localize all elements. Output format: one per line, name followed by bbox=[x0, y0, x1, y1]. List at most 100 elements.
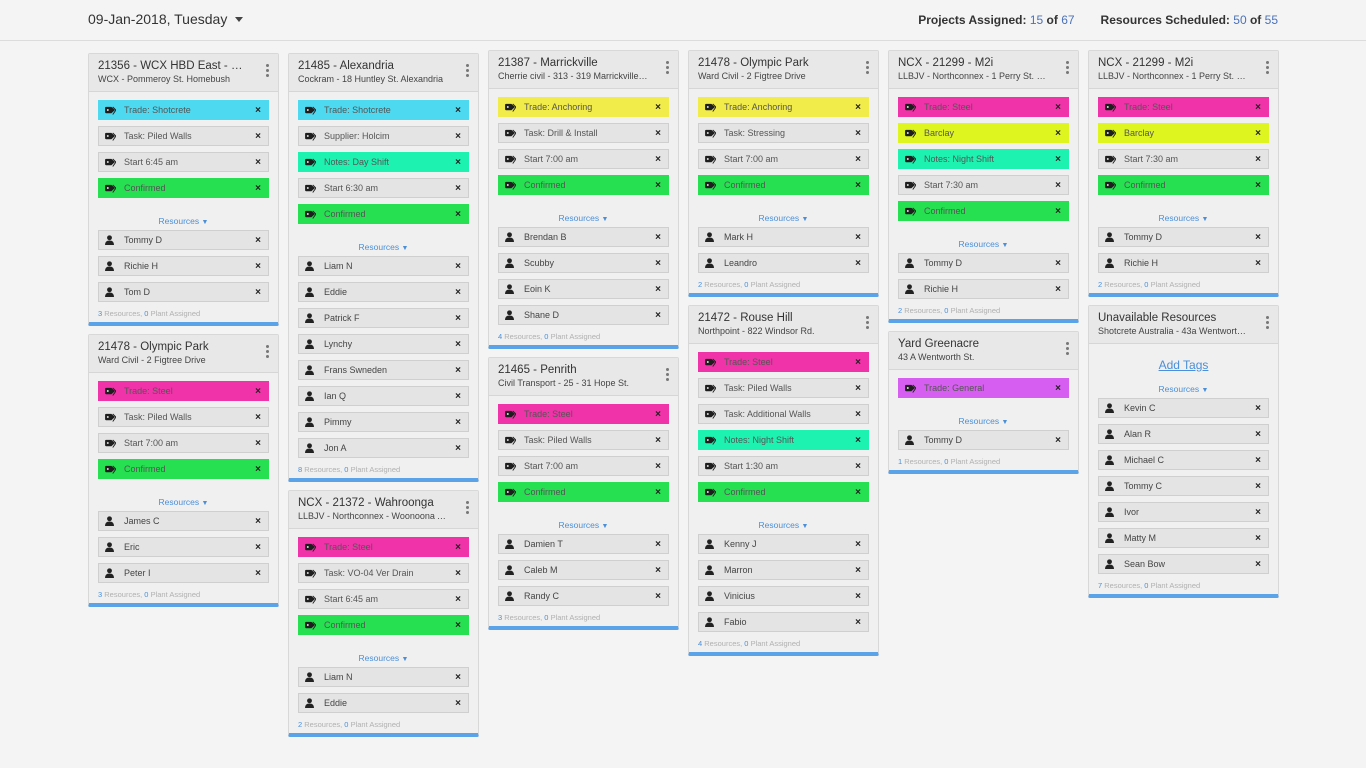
resource-item[interactable]: Tom D × bbox=[98, 282, 269, 302]
resources-toggle[interactable]: Resources ▼ bbox=[689, 514, 878, 534]
remove-resource-icon[interactable]: × bbox=[255, 567, 261, 579]
remove-resource-icon[interactable]: × bbox=[1255, 558, 1261, 570]
resource-item[interactable]: Randy C × bbox=[498, 586, 669, 606]
remove-resource-icon[interactable]: × bbox=[1055, 257, 1061, 269]
resource-item[interactable]: Kenny J × bbox=[698, 534, 869, 554]
resource-item[interactable]: Sean Bow × bbox=[1098, 554, 1269, 574]
add-tags-link[interactable]: Add Tags bbox=[1158, 358, 1209, 372]
resource-item[interactable]: Tommy C × bbox=[1098, 476, 1269, 496]
remove-tag-icon[interactable]: × bbox=[855, 179, 861, 191]
remove-tag-icon[interactable]: × bbox=[455, 541, 461, 553]
resource-item[interactable]: Leandro × bbox=[698, 253, 869, 273]
remove-resource-icon[interactable]: × bbox=[855, 257, 861, 269]
project-card[interactable]: 21485 - Alexandria Cockram - 18 Huntley S… bbox=[288, 53, 479, 482]
remove-tag-icon[interactable]: × bbox=[255, 130, 261, 142]
more-options-icon[interactable] bbox=[466, 501, 470, 515]
remove-tag-icon[interactable]: × bbox=[655, 460, 661, 472]
tag-chip[interactable]: Trade: General × bbox=[898, 378, 1069, 398]
resources-toggle[interactable]: Resources ▼ bbox=[689, 207, 878, 227]
tag-chip[interactable]: Task: Piled Walls × bbox=[698, 378, 869, 398]
remove-resource-icon[interactable]: × bbox=[455, 416, 461, 428]
project-card[interactable]: NCX - 21299 - M2i LLBJV - Northconnex - 1… bbox=[1088, 50, 1279, 297]
remove-tag-icon[interactable]: × bbox=[655, 486, 661, 498]
tag-chip[interactable]: Confirmed × bbox=[898, 201, 1069, 221]
tag-chip[interactable]: Start 1:30 am × bbox=[698, 456, 869, 476]
tag-chip[interactable]: Notes: Night Shift × bbox=[698, 430, 869, 450]
tag-chip[interactable]: Task: Drill & Install × bbox=[498, 123, 669, 143]
remove-resource-icon[interactable]: × bbox=[1255, 454, 1261, 466]
remove-tag-icon[interactable]: × bbox=[655, 127, 661, 139]
tag-chip[interactable]: Task: Additional Walls × bbox=[698, 404, 869, 424]
project-card[interactable]: 21356 - WCX HBD East - 127d WCX - Pommero… bbox=[88, 53, 279, 326]
remove-tag-icon[interactable]: × bbox=[455, 182, 461, 194]
tag-chip[interactable]: Task: VO-04 Ver Drain × bbox=[298, 563, 469, 583]
date-selector[interactable]: 09-Jan-2018, Tuesday bbox=[88, 11, 244, 27]
remove-resource-icon[interactable]: × bbox=[1255, 532, 1261, 544]
project-card[interactable]: 21465 - Penrith Civil Transport - 25 - 31… bbox=[488, 357, 679, 630]
resource-item[interactable]: Ivor × bbox=[1098, 502, 1269, 522]
remove-tag-icon[interactable]: × bbox=[655, 179, 661, 191]
resource-item[interactable]: Eoin K × bbox=[498, 279, 669, 299]
tag-chip[interactable]: Confirmed × bbox=[498, 175, 669, 195]
remove-resource-icon[interactable]: × bbox=[455, 260, 461, 272]
resources-toggle[interactable]: Resources ▼ bbox=[289, 647, 478, 667]
tag-chip[interactable]: Confirmed × bbox=[298, 615, 469, 635]
more-options-icon[interactable] bbox=[866, 61, 870, 75]
tag-chip[interactable]: Notes: Night Shift × bbox=[898, 149, 1069, 169]
tag-chip[interactable]: Trade: Steel × bbox=[1098, 97, 1269, 117]
project-card[interactable]: Yard Greenacre 43 A Wentworth St. Trade: G… bbox=[888, 331, 1079, 474]
tag-chip[interactable]: Trade: Anchoring × bbox=[498, 97, 669, 117]
more-options-icon[interactable] bbox=[1266, 316, 1270, 330]
resource-item[interactable]: Fabio × bbox=[698, 612, 869, 632]
more-options-icon[interactable] bbox=[266, 345, 270, 359]
remove-tag-icon[interactable]: × bbox=[1055, 179, 1061, 191]
tag-chip[interactable]: Trade: Steel × bbox=[698, 352, 869, 372]
more-options-icon[interactable] bbox=[666, 61, 670, 75]
resource-item[interactable]: Kevin C × bbox=[1098, 398, 1269, 418]
remove-tag-icon[interactable]: × bbox=[455, 130, 461, 142]
tag-chip[interactable]: Start 6:45 am × bbox=[298, 589, 469, 609]
tag-chip[interactable]: Trade: Steel × bbox=[298, 537, 469, 557]
tag-chip[interactable]: Start 7:30 am × bbox=[898, 175, 1069, 195]
tag-chip[interactable]: Start 7:00 am × bbox=[498, 456, 669, 476]
resource-item[interactable]: Eddie × bbox=[298, 282, 469, 302]
more-options-icon[interactable] bbox=[466, 64, 470, 78]
resource-item[interactable]: Mark H × bbox=[698, 227, 869, 247]
resources-toggle[interactable]: Resources ▼ bbox=[89, 491, 278, 511]
resources-toggle[interactable]: Resources ▼ bbox=[489, 207, 678, 227]
resource-item[interactable]: Michael C × bbox=[1098, 450, 1269, 470]
project-card[interactable]: 21472 - Rouse Hill Northpoint - 822 Winds… bbox=[688, 305, 879, 656]
tag-chip[interactable]: Trade: Shotcrete × bbox=[98, 100, 269, 120]
remove-resource-icon[interactable]: × bbox=[255, 515, 261, 527]
remove-resource-icon[interactable]: × bbox=[855, 564, 861, 576]
remove-tag-icon[interactable]: × bbox=[255, 437, 261, 449]
resources-toggle[interactable]: Resources ▼ bbox=[289, 236, 478, 256]
remove-tag-icon[interactable]: × bbox=[855, 153, 861, 165]
resource-item[interactable]: Liam N × bbox=[298, 667, 469, 687]
remove-tag-icon[interactable]: × bbox=[1055, 382, 1061, 394]
remove-tag-icon[interactable]: × bbox=[455, 156, 461, 168]
resource-item[interactable]: Pimmy × bbox=[298, 412, 469, 432]
resources-toggle[interactable]: Resources ▼ bbox=[89, 210, 278, 230]
remove-tag-icon[interactable]: × bbox=[855, 382, 861, 394]
remove-resource-icon[interactable]: × bbox=[655, 309, 661, 321]
remove-resource-icon[interactable]: × bbox=[1255, 428, 1261, 440]
remove-tag-icon[interactable]: × bbox=[1255, 101, 1261, 113]
remove-resource-icon[interactable]: × bbox=[255, 286, 261, 298]
remove-resource-icon[interactable]: × bbox=[1255, 231, 1261, 243]
tag-chip[interactable]: Confirmed × bbox=[698, 482, 869, 502]
more-options-icon[interactable] bbox=[1266, 61, 1270, 75]
more-options-icon[interactable] bbox=[866, 316, 870, 330]
resource-item[interactable]: Eric × bbox=[98, 537, 269, 557]
remove-tag-icon[interactable]: × bbox=[1255, 153, 1261, 165]
more-options-icon[interactable] bbox=[1066, 61, 1070, 75]
project-card[interactable]: 21478 - Olympic Park Ward Civil - 2 Figtr… bbox=[88, 334, 279, 607]
resource-item[interactable]: Tommy D × bbox=[898, 253, 1069, 273]
tag-chip[interactable]: Task: Piled Walls × bbox=[98, 126, 269, 146]
remove-tag-icon[interactable]: × bbox=[1055, 153, 1061, 165]
remove-tag-icon[interactable]: × bbox=[655, 408, 661, 420]
remove-tag-icon[interactable]: × bbox=[1055, 101, 1061, 113]
remove-tag-icon[interactable]: × bbox=[455, 104, 461, 116]
remove-tag-icon[interactable]: × bbox=[255, 182, 261, 194]
remove-resource-icon[interactable]: × bbox=[1055, 434, 1061, 446]
